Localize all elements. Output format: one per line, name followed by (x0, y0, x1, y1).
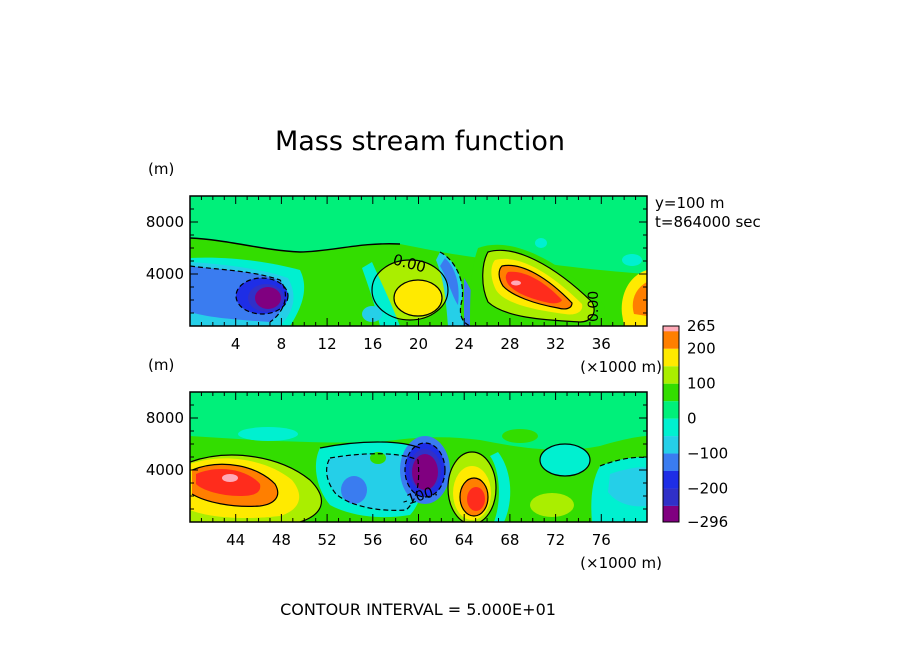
colorbar-segment (663, 366, 679, 384)
upper-contour-label-2: 0.00 (586, 291, 602, 322)
lower-y-unit: (m) (148, 356, 174, 374)
colorbar-segment (663, 436, 679, 454)
upper-x-tick-label: 20 (409, 335, 428, 353)
colorbar-segment (663, 418, 679, 437)
upper-x-tick-label: 36 (592, 335, 611, 353)
colorbar-segment (663, 401, 679, 419)
colorbar-segment (663, 470, 679, 489)
upper-y-unit: (m) (148, 160, 174, 178)
upper-axis-ticks: 4 8 12 16 20 24 28 32 36 4000 8000 (146, 196, 647, 353)
lower-x-tick-label: 68 (500, 531, 519, 549)
upper-y-tick-label: 4000 (146, 265, 184, 283)
colorbar-tick-label: 100 (687, 375, 716, 393)
colorbar-tick-label: −296 (687, 513, 728, 531)
colorbar-tick-label: −200 (687, 479, 728, 497)
lower-x-tick-label: 76 (592, 531, 611, 549)
upper-y-tick-label: 8000 (146, 213, 184, 231)
time-annotation: t=864000 sec (655, 213, 761, 231)
upper-x-tick-label: 32 (546, 335, 565, 353)
lower-contour-field (190, 392, 647, 522)
colorbar-tick-label: −100 (687, 445, 728, 463)
upper-x-tick-label: 16 (363, 335, 382, 353)
upper-x-tick-label: 4 (231, 335, 241, 353)
upper-x-tick-label: 12 (318, 335, 337, 353)
colorbar-segment (663, 348, 679, 367)
lower-x-tick-label: 44 (226, 531, 245, 549)
lower-x-tick-label: 48 (272, 531, 291, 549)
upper-contour-field (190, 196, 647, 326)
colorbar-segment (663, 331, 679, 349)
colorbar-tick-label: 0 (687, 410, 697, 428)
lower-x-tick-label: 56 (363, 531, 382, 549)
lower-x-tick-label: 60 (409, 531, 428, 549)
colorbar-tick-label: 200 (687, 340, 716, 358)
colorbar-tick-label: 265 (687, 317, 716, 335)
upper-x-tick-label: 28 (500, 335, 519, 353)
upper-x-tick-label: 8 (277, 335, 287, 353)
lower-x-tick-label: 64 (455, 531, 474, 549)
colorbar-segment (663, 453, 679, 471)
lower-y-tick-label: 4000 (146, 461, 184, 479)
colorbar-frame (662, 325, 680, 523)
y-position-annotation: y=100 m (655, 194, 724, 212)
colorbar-segment (663, 505, 679, 522)
lower-axis-ticks: 44 48 52 56 60 64 68 72 76 4000 8000 (146, 392, 647, 549)
contour-interval-note: CONTOUR INTERVAL = 5.000E+01 (280, 600, 556, 619)
upper-x-tick-label: 24 (455, 335, 474, 353)
upper-x-unit: (×1000 m) (580, 358, 662, 376)
lower-x-unit: (×1000 m) (580, 554, 662, 572)
chart-title: Mass stream function (275, 126, 565, 157)
lower-x-tick-label: 72 (546, 531, 565, 549)
colorbar-segment (663, 488, 679, 506)
colorbar-segment (663, 383, 679, 402)
lower-x-tick-label: 52 (318, 531, 337, 549)
lower-y-tick-label: 8000 (146, 409, 184, 427)
colorbar: 265 200 100 0 −100 −200 −296 (662, 317, 728, 531)
colorbar-segment (663, 326, 679, 332)
